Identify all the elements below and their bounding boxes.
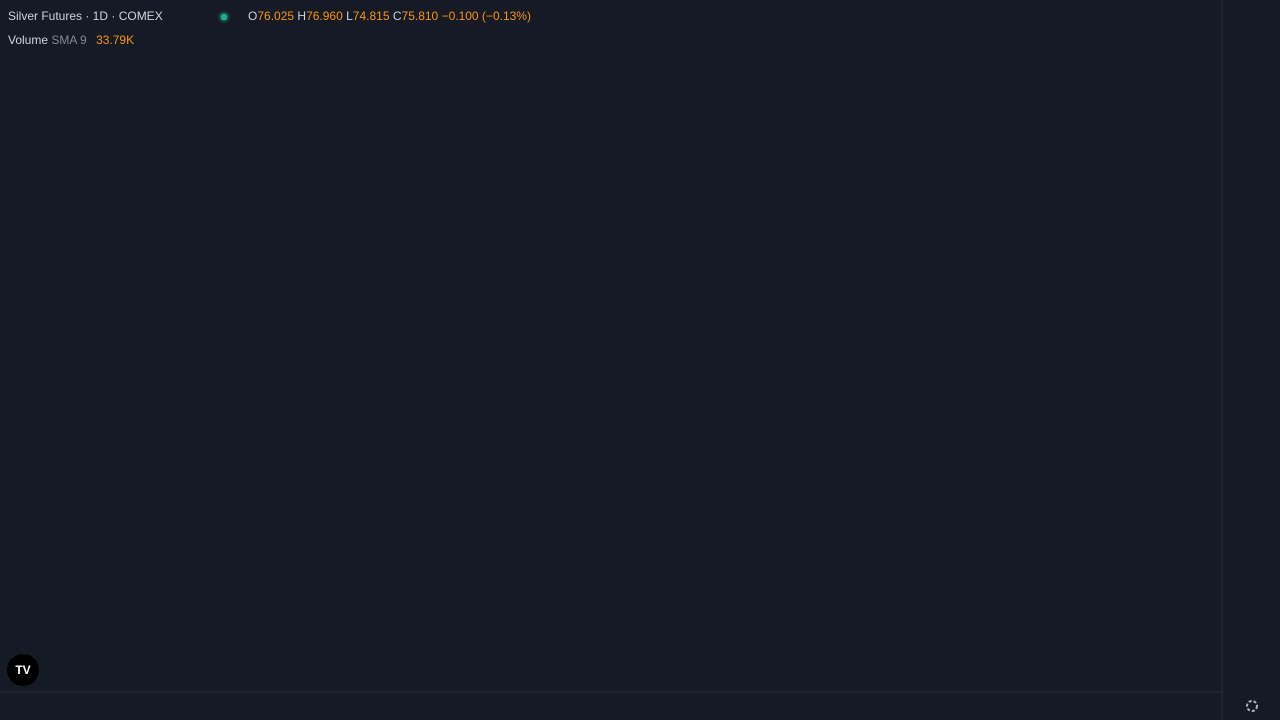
logo-mark[interactable]: TV xyxy=(15,663,30,677)
ohlc-value: 76.025 xyxy=(257,9,294,23)
settings-icon[interactable] xyxy=(1246,700,1258,712)
volume-value: 33.79K xyxy=(96,33,134,47)
status-dot xyxy=(220,13,228,21)
ohlc: O76.025 H76.960 L74.815 C75.810 −0.100 (… xyxy=(248,9,531,23)
volume-title: Volume xyxy=(8,33,48,47)
ohlc-label: O xyxy=(248,9,257,23)
price-axis xyxy=(1222,0,1280,720)
ohlc-label: C xyxy=(393,9,402,23)
volume-legend: Volume SMA 9 33.79K xyxy=(8,33,134,47)
ohlc-label: L xyxy=(346,9,353,23)
logo[interactable]: TV xyxy=(7,654,39,686)
ohlc-value: 74.815 xyxy=(353,9,390,23)
ohlc-value: 76.960 xyxy=(306,9,343,23)
settings[interactable] xyxy=(1246,700,1258,712)
change: −0.100 (−0.13%) xyxy=(442,9,531,23)
ohlc-value: 75.810 xyxy=(402,9,439,23)
volume-sma: SMA 9 xyxy=(51,33,87,47)
ohlc-label: H xyxy=(297,9,306,23)
symbol[interactable]: Silver Futures · 1D · COMEX xyxy=(8,9,163,23)
logo-circle[interactable] xyxy=(7,654,39,686)
